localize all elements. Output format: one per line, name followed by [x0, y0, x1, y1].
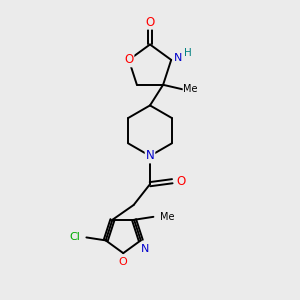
Text: O: O — [146, 16, 154, 29]
Text: N: N — [174, 53, 182, 63]
Text: Me: Me — [160, 212, 174, 222]
Text: O: O — [119, 257, 128, 267]
Text: H: H — [184, 48, 191, 59]
Text: O: O — [124, 53, 134, 66]
Text: O: O — [177, 175, 186, 188]
Text: N: N — [141, 244, 149, 254]
Text: N: N — [146, 149, 154, 162]
Text: Cl: Cl — [70, 232, 80, 242]
Text: Me: Me — [184, 84, 198, 94]
